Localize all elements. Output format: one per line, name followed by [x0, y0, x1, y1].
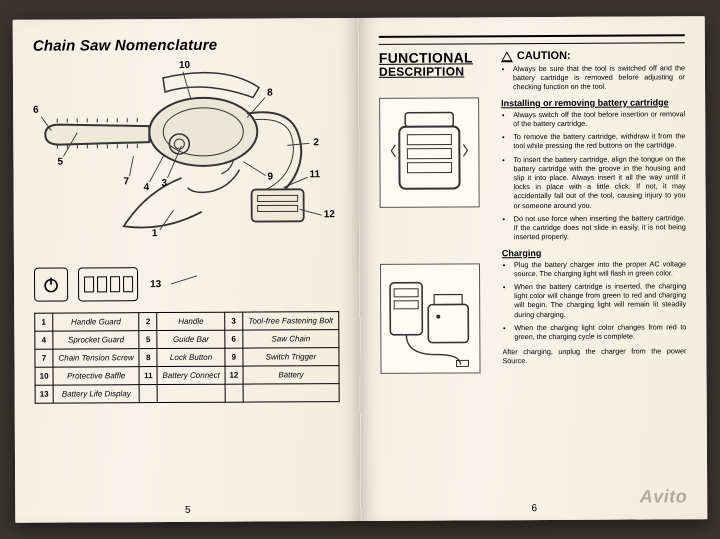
power-button-icon [34, 268, 68, 302]
part-label: Sprocket Guard [53, 331, 139, 349]
nomenclature-heading: Chain Saw Nomenclature [33, 36, 338, 55]
part-label: Handle Guard [53, 313, 139, 331]
callout-10: 10 [179, 60, 190, 71]
bullet-item: Always switch off the tool before insert… [513, 109, 685, 128]
bullet-item: To insert the battery cartridge, align t… [513, 154, 685, 210]
part-num [139, 385, 157, 403]
part-label [157, 384, 225, 402]
callout-5: 5 [57, 157, 63, 168]
leader-13 [171, 274, 201, 294]
part-label: Handle [157, 312, 225, 330]
part-num: 10 [35, 367, 53, 385]
bullet-item: Plug the battery charger into the proper… [514, 259, 686, 278]
bullet-item: When the battery cartridge is inserted, … [514, 281, 686, 319]
functional-heading-l1: FUNCTIONAL [379, 49, 473, 65]
battery-level-icon [78, 267, 138, 301]
section-install-heading: Installing or removing battery cartridge [501, 97, 685, 108]
part-num: 7 [35, 349, 53, 367]
battery-figure [379, 97, 480, 208]
part-label: Battery Connect [157, 366, 225, 384]
part-num: 1 [35, 313, 53, 331]
callout-12: 12 [324, 209, 335, 220]
callout-11: 11 [309, 169, 320, 180]
caution-bullets: Always be sure that the tool is switched… [501, 63, 685, 92]
page-left: Chain Saw Nomenclature [13, 18, 362, 523]
part-label: Chain Tension Screw [53, 349, 139, 367]
part-label: Saw Chain [243, 330, 339, 349]
chainsaw-svg [33, 59, 340, 261]
part-num: 4 [35, 331, 53, 349]
callout-4: 4 [144, 182, 150, 193]
callout-2: 2 [313, 137, 319, 148]
caution-label: CAUTION: [517, 50, 571, 62]
parts-table: 1Handle Guard2Handle3Tool-free Fastening… [34, 311, 339, 404]
callout-9: 9 [267, 171, 273, 182]
page-number-left: 5 [15, 504, 360, 517]
part-label: Protective Baffle [53, 367, 139, 385]
part-label: Lock Button [157, 348, 225, 366]
part-num: 8 [139, 349, 157, 367]
callout-8: 8 [267, 87, 273, 98]
part-label [243, 384, 339, 403]
install-bullets: Always switch off the tool before insert… [501, 109, 686, 242]
part-label: Battery [243, 366, 339, 385]
chainsaw-diagram: 10 8 2 9 3 4 7 6 5 1 11 12 [33, 59, 339, 261]
after-charging-text: After charging, unplug the charger from … [502, 347, 686, 366]
functional-heading-l2: DESCRIPTION [379, 66, 491, 80]
callout-13: 13 [150, 279, 161, 290]
page-right: FUNCTIONAL DESCRIPTION [359, 16, 708, 521]
warning-triangle-icon [501, 51, 513, 62]
part-num: 9 [225, 348, 243, 366]
part-num: 2 [139, 313, 157, 331]
part-num: 3 [225, 312, 243, 330]
right-right-column: CAUTION: Always be sure that the tool is… [501, 49, 687, 373]
part-label: Battery Life Display [53, 385, 139, 403]
charging-bullets: Plug the battery charger into the proper… [502, 259, 686, 342]
callout-7: 7 [124, 176, 130, 187]
top-rule-thin [379, 42, 685, 45]
caution-heading: CAUTION: [501, 49, 685, 62]
avito-watermark: Avito [640, 486, 688, 507]
part-label: Tool-free Fastening Bolt [243, 312, 339, 331]
part-label: Switch Trigger [243, 348, 339, 367]
part-num: 5 [139, 331, 157, 349]
callout-3: 3 [162, 178, 168, 189]
part-num: 12 [225, 366, 243, 384]
part-num: 11 [139, 367, 157, 385]
callout-1: 1 [152, 228, 158, 239]
part-num: 13 [35, 385, 53, 403]
part-label: Guide Bar [157, 330, 225, 348]
bullet-item: To remove the battery cartridge, withdra… [513, 131, 685, 150]
bullet-item: When the charging light color changes fr… [514, 322, 686, 341]
functional-heading: FUNCTIONAL DESCRIPTION [379, 50, 491, 79]
top-rule [379, 34, 685, 38]
callout-6: 6 [33, 105, 39, 116]
manual-booklet: Chain Saw Nomenclature [13, 16, 708, 523]
bullet-item: Always be sure that the tool is switched… [513, 63, 685, 92]
right-left-column: FUNCTIONAL DESCRIPTION [379, 50, 493, 373]
section-charging-heading: Charging [502, 247, 686, 258]
charger-figure [380, 263, 481, 374]
part-num: 6 [225, 330, 243, 348]
battery-icons-row: 13 [34, 263, 339, 305]
bullet-item: Do not use force when inserting the batt… [514, 213, 686, 242]
part-num [225, 384, 243, 402]
